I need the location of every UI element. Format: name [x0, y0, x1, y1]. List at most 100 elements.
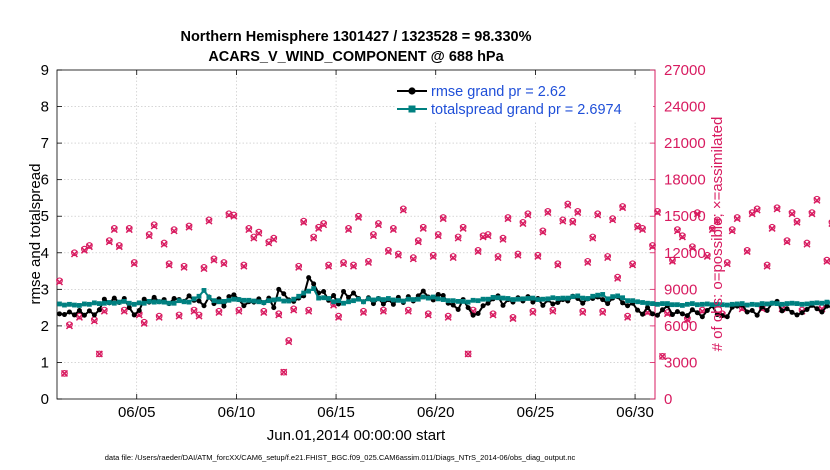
totalspread-point [510, 297, 516, 302]
totalspread-point [595, 292, 601, 298]
rmse-point [669, 312, 675, 318]
obs-assimilated-point [763, 262, 771, 270]
obs-possible-point [529, 307, 537, 315]
totalspread-point [286, 298, 292, 304]
totalspread-point [306, 288, 312, 294]
totalspread-point [495, 295, 501, 301]
totalspread-point [176, 298, 182, 304]
y2-tick-label: 27000 [664, 62, 706, 79]
rmse-point [684, 313, 690, 319]
y-tick-label: 9 [41, 62, 49, 79]
obs-assimilated-point [325, 262, 333, 270]
totalspread-point [675, 302, 680, 308]
totalspread-point [525, 296, 531, 301]
totalspread-point [709, 302, 715, 308]
obs-possible-point [150, 221, 158, 229]
totalspread-point [356, 296, 361, 302]
obs-possible-point [519, 218, 527, 226]
obs-assimilated-point [728, 227, 736, 235]
totalspread-point [106, 300, 112, 305]
obs-assimilated-point [364, 258, 372, 267]
totalspread-point [734, 301, 740, 307]
obs-assimilated-point [464, 350, 472, 358]
legend-box [395, 79, 653, 121]
y2-tick-label: 0 [664, 391, 672, 408]
obs-possible-point [564, 200, 572, 208]
obs-assimilated-point [559, 217, 567, 225]
obs-possible-point [768, 223, 776, 231]
totalspread-point [680, 303, 685, 308]
rmse-point [654, 312, 660, 318]
totalspread-point [121, 298, 127, 304]
obs-assimilated-point [619, 204, 627, 212]
obs-possible-point [170, 226, 178, 233]
totalspread-point [246, 297, 252, 303]
rmse-point [186, 293, 192, 299]
x-tick-label: 06/20 [417, 404, 455, 421]
y-tick-label: 3 [41, 281, 49, 298]
totalspread-point [585, 296, 591, 301]
totalspread-point [151, 299, 157, 305]
obs-possible-point [614, 273, 621, 281]
x-tick-label: 06/30 [616, 404, 654, 421]
totalspread-point [281, 298, 287, 304]
obs-possible-point [444, 312, 452, 320]
totalspread-point [440, 297, 446, 302]
totalspread-point [395, 297, 401, 303]
totalspread-point [351, 298, 356, 304]
totalspread-point [655, 301, 660, 307]
obs-possible-point [733, 214, 741, 221]
totalspread-point [485, 296, 491, 302]
rmse-point [370, 301, 376, 307]
legend: rmse grand pr = 2.62 totalspread grand p… [395, 79, 653, 121]
obs-assimilated-point [280, 368, 288, 376]
totalspread-point [754, 302, 760, 308]
obs-possible-point [579, 307, 587, 315]
rmse-point [600, 297, 606, 303]
axis-ticks: 06/05 06/10 06/15 06/20 06/25 06/30 0 1 2 3 4 5 6 7 8 9… [41, 62, 706, 421]
obs-assimilated-point [708, 226, 716, 234]
obs-assimilated-point [215, 308, 223, 317]
rmse-point [440, 293, 446, 299]
obs-possible-point [260, 307, 268, 315]
totalspread-point [555, 296, 561, 301]
obs-possible-point [429, 251, 437, 259]
obs-assimilated-point [170, 227, 178, 235]
obs-possible-point [305, 306, 313, 314]
totalspread-point [316, 295, 322, 301]
totalspread-point [475, 298, 481, 304]
totalspread-point [714, 301, 720, 307]
totalspread-point [570, 294, 576, 300]
rmse-point [475, 310, 481, 316]
obs-assimilated-point [688, 244, 696, 252]
obs-possible-point [335, 312, 342, 320]
obs-possible-point [250, 233, 258, 241]
obs-possible-point [390, 225, 397, 232]
obs-assimilated-point [105, 238, 113, 246]
rmse-point [804, 306, 810, 312]
obs-assimilated-point [604, 254, 612, 262]
obs-assimilated-point [150, 222, 158, 230]
rmse-point [749, 308, 755, 314]
totalspread-point [794, 301, 800, 306]
rmse-point [625, 303, 631, 309]
obs-possible-point [619, 203, 626, 210]
obs-possible-point [185, 222, 193, 230]
obs-assimilated-point [444, 313, 452, 321]
y2-tick-label: 3000 [664, 354, 697, 371]
totalspread-point [211, 298, 217, 304]
totalspread-point [605, 296, 611, 302]
obs-possible-point [788, 209, 796, 216]
obs-assimilated-point [589, 234, 597, 242]
obs-assimilated-point [584, 258, 592, 267]
obs-possible-point [86, 242, 93, 249]
rmse-point [550, 301, 556, 307]
x-axis-label: Jun.01,2014 00:00:00 start [267, 427, 446, 444]
totalspread-point [600, 292, 606, 297]
rmse-point [784, 306, 790, 312]
obs-assimilated-point [344, 226, 353, 234]
rmse-point [131, 312, 137, 318]
obs-possible-point [130, 259, 138, 266]
obs-assimilated-point [808, 210, 816, 218]
totalspread-point [764, 301, 770, 307]
